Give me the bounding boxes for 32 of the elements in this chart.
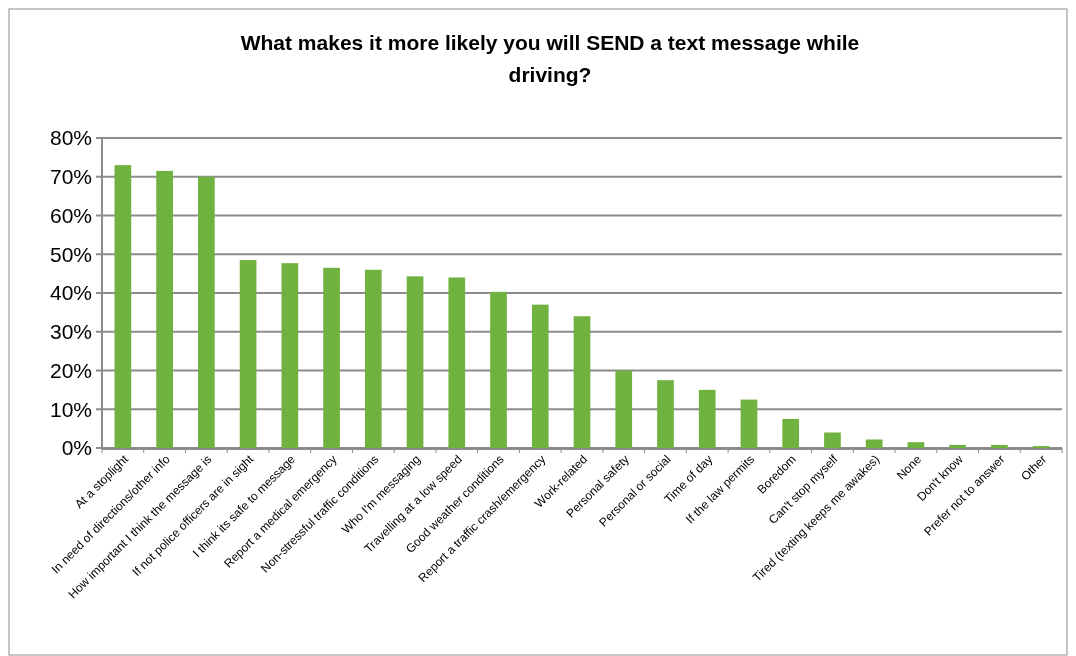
bar: [991, 444, 1008, 448]
bar: [824, 432, 841, 448]
chart-title: What makes it more likely you will SEND a text message while driving?: [240, 31, 860, 86]
bar: [406, 276, 424, 448]
y-tick-label: 0%: [61, 436, 92, 460]
y-tick-label: 40%: [49, 281, 92, 305]
bar: [364, 269, 382, 448]
bar: [531, 304, 549, 448]
bar: [698, 389, 716, 448]
y-tick-label: 20%: [49, 358, 92, 382]
y-tick-label: 10%: [49, 397, 92, 421]
y-tick-label: 30%: [49, 320, 92, 344]
bar: [323, 267, 340, 448]
bar: [615, 370, 633, 448]
y-tick-label: 80%: [49, 126, 92, 150]
bar: [782, 418, 800, 448]
bar: [573, 316, 591, 448]
bar: [657, 380, 674, 448]
bar: [156, 170, 173, 448]
bar: [114, 165, 132, 448]
bar: [907, 442, 925, 448]
bar: [949, 444, 966, 448]
bar: [865, 439, 883, 448]
bar: [740, 399, 758, 448]
y-tick-label: 60%: [49, 203, 92, 227]
bar: [448, 277, 466, 448]
bar: [239, 260, 257, 448]
bar: [490, 291, 507, 448]
bar: [281, 263, 299, 448]
y-tick-label: 70%: [49, 165, 92, 189]
y-tick-label: 50%: [49, 242, 92, 266]
bar: [198, 176, 215, 448]
